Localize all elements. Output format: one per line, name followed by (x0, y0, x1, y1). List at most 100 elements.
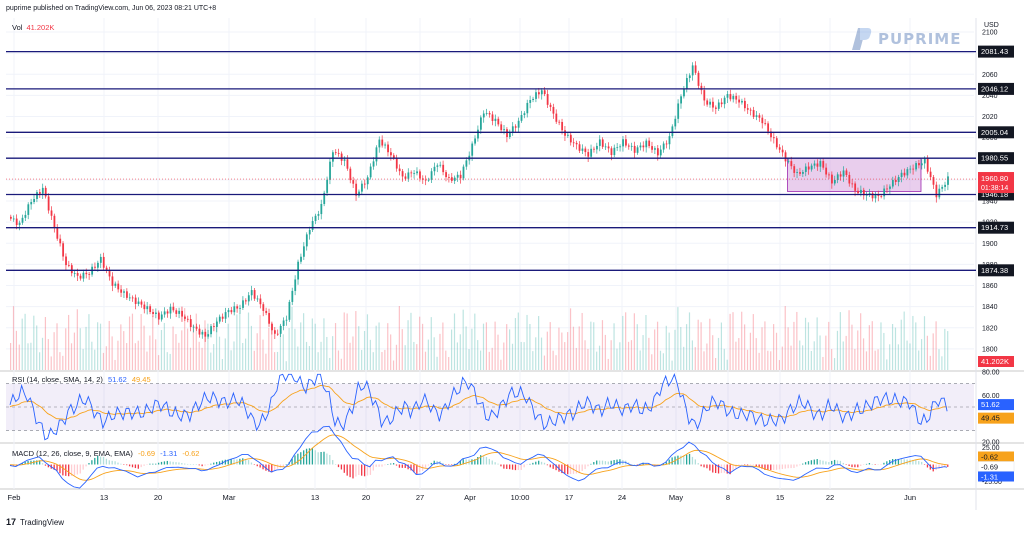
macd-hist-bar (41, 463, 44, 465)
volume-bar (184, 308, 186, 370)
candle-body (825, 167, 828, 175)
volume-bar (819, 335, 821, 370)
candle-body (303, 246, 305, 257)
macd-hist-bar (210, 463, 212, 465)
volume-bar (685, 324, 688, 370)
candle-body (944, 184, 946, 187)
macd-hist-bar (538, 460, 540, 465)
macd-hist-bar (372, 464, 374, 471)
macd-hist-bar (784, 464, 786, 469)
candle-body (854, 183, 857, 191)
macd-hist-bar (390, 463, 392, 465)
volume-bar (282, 334, 284, 370)
macd-hist-bar (828, 462, 830, 465)
candle-body (639, 145, 642, 148)
macd-hist-bar (73, 464, 76, 476)
macd-hist-bar (215, 461, 218, 465)
candle-body (99, 256, 102, 263)
level-price-tag (978, 264, 1014, 277)
volume-bar (427, 339, 429, 370)
macd-hist-bar (825, 461, 827, 465)
candle-body (529, 99, 532, 103)
macd-hist-bar (195, 464, 197, 465)
macd-hist-bar (941, 464, 943, 468)
level-price-tag (978, 221, 1014, 234)
level-price-label: 1874.38 (981, 266, 1008, 275)
candle-body (746, 108, 749, 110)
macd-hist-bar (62, 464, 64, 476)
volume-bar (625, 312, 627, 370)
macd-hist-bar (204, 464, 206, 466)
candle-body (427, 179, 430, 181)
macd-hist-bar (596, 460, 598, 465)
macd-hist-bar (561, 464, 563, 474)
volume-bar (549, 322, 551, 370)
level-price-tag (978, 152, 1014, 165)
macd-legend: MACD (12, 26, close, 9, EMA, EMA) -0.69 … (12, 449, 202, 458)
volume-bar (488, 351, 490, 370)
volume-bar (929, 355, 931, 370)
candle-body (857, 190, 859, 194)
volume-legend-label: Vol (12, 23, 23, 32)
x-tick-label: 24 (618, 493, 626, 502)
candle-body (450, 177, 453, 181)
macd-hist-bar (186, 463, 189, 465)
candle-body (770, 131, 772, 138)
volume-bar (732, 312, 734, 370)
candle-body (712, 101, 714, 108)
volume-bar (622, 315, 624, 370)
volume-bar (70, 343, 73, 370)
candle-body (44, 187, 47, 197)
candle-body (659, 149, 662, 156)
volume-bar (181, 330, 183, 370)
volume-bar (166, 352, 168, 370)
macd-hist-bar (491, 460, 493, 465)
candle-body (152, 311, 154, 314)
volume-bar (793, 321, 795, 370)
volume-value-tag (978, 356, 1014, 367)
macd-hist-bar (497, 463, 499, 465)
volume-bar (320, 341, 322, 370)
candle-body (12, 218, 15, 220)
candle-body (552, 106, 555, 114)
candle-body (236, 306, 239, 309)
candle-body (178, 310, 181, 314)
volume-bar (607, 358, 609, 370)
macd-hist-bar (848, 464, 850, 466)
candle-body (802, 171, 804, 174)
macd-hist-bar (862, 464, 865, 465)
macd-hist-bar (694, 459, 696, 465)
candle-body (935, 184, 938, 198)
macd-hist-bar (865, 463, 868, 465)
volume-bar (50, 356, 52, 370)
volume-bar (245, 338, 247, 370)
candle-body (572, 142, 575, 144)
rsi-legend-value: 51.62 (107, 375, 127, 384)
volume-bar (833, 358, 836, 370)
macd-hist-bar (236, 459, 238, 465)
macd-hist-bar (836, 460, 839, 465)
candle-body (262, 304, 265, 311)
candle-body (305, 234, 308, 247)
macd-hist-bar (102, 456, 105, 465)
candle-body (813, 163, 816, 166)
volume-bar (186, 328, 189, 370)
candle-body (764, 123, 767, 124)
macd-hist-bar (578, 464, 580, 474)
macd-hist-bar (419, 464, 421, 473)
macd-hist-bar (143, 464, 145, 466)
volume-bar (433, 337, 435, 370)
macd-hist-bar (111, 460, 113, 465)
volume-bar (569, 308, 572, 370)
volume-bar (825, 335, 827, 370)
macd-hist-bar (903, 459, 905, 465)
volume-bar (468, 348, 470, 370)
candle-body (514, 126, 517, 128)
candle-body (717, 102, 720, 109)
puprime-mark-icon (852, 28, 872, 50)
candle-body (648, 140, 651, 147)
candle-body (436, 165, 439, 167)
candle-body (903, 172, 906, 176)
macd-hist-bar (526, 464, 528, 466)
